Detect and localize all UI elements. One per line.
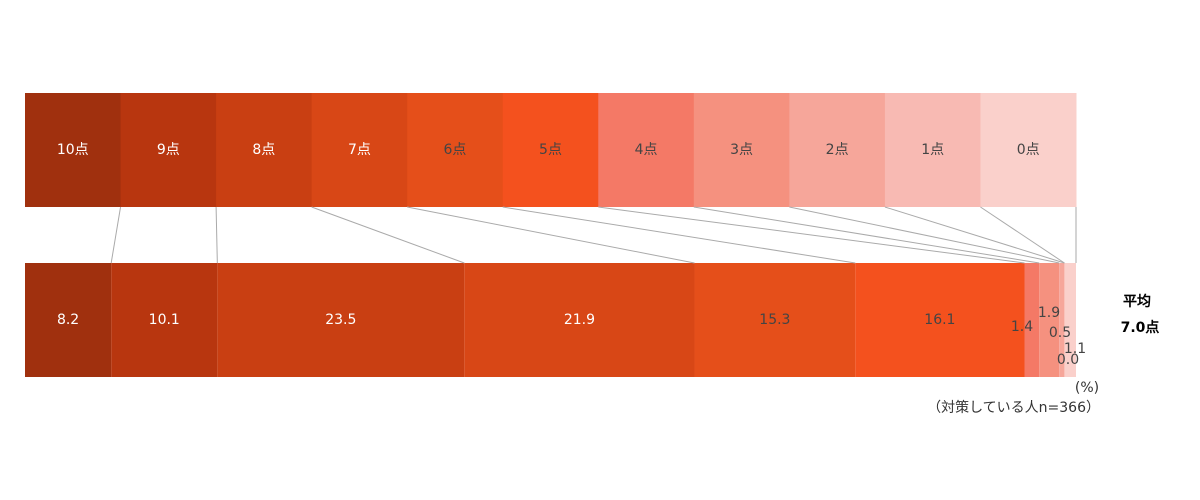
bar-segment — [855, 263, 1025, 377]
legend-swatch — [120, 93, 217, 207]
value-label: 10.1 — [149, 312, 180, 328]
legend-label: 6点 — [443, 142, 466, 158]
legend-label: 0点 — [1017, 142, 1040, 158]
bar-segment — [1039, 263, 1060, 377]
value-label: 1.4 — [1011, 319, 1033, 335]
connector — [502, 206, 856, 264]
value-label: 0.0 — [1057, 352, 1079, 368]
bar-segment — [25, 263, 112, 377]
value-label: 0.5 — [1049, 325, 1071, 341]
bar-segment — [464, 263, 695, 377]
connector — [215, 206, 218, 264]
average-label: 平均 — [1123, 293, 1151, 310]
legend-label: 3点 — [730, 142, 753, 158]
legend-label: 7点 — [348, 142, 371, 158]
legend-swatch — [598, 93, 695, 207]
value-label: 23.5 — [325, 312, 356, 328]
bar-segment — [1059, 263, 1065, 377]
connector — [598, 206, 1025, 264]
bar-segment — [217, 263, 465, 377]
connector — [110, 206, 122, 264]
average-value: 7.0点 — [1121, 319, 1160, 336]
legend-swatch — [216, 93, 313, 207]
value-label: 21.9 — [564, 312, 595, 328]
value-label: 1.1 — [1064, 341, 1086, 357]
legend-label: 5点 — [539, 142, 562, 158]
connector — [407, 206, 695, 264]
legend-label: 4点 — [635, 142, 658, 158]
legend-swatch — [693, 93, 790, 207]
connector — [789, 206, 1060, 264]
legend-swatch — [407, 93, 504, 207]
connector — [311, 206, 465, 264]
bar-segment — [1064, 263, 1076, 377]
legend-label: 2点 — [826, 142, 849, 158]
value-label: 8.2 — [57, 312, 79, 328]
connector — [884, 206, 1065, 264]
legend-swatch — [25, 93, 122, 207]
bar-segment — [1024, 263, 1040, 377]
legend-label: 8点 — [252, 142, 275, 158]
legend-swatch — [502, 93, 599, 207]
note: （対策している人n=366） — [927, 399, 1100, 416]
legend-swatch — [789, 93, 886, 207]
legend-swatch — [311, 93, 408, 207]
bar-segment — [111, 263, 218, 377]
connector — [980, 206, 1065, 264]
legend-label: 10点 — [57, 142, 89, 158]
value-label: 16.1 — [924, 312, 955, 328]
bar-segment — [694, 263, 856, 377]
value-label: 1.9 — [1038, 305, 1060, 321]
legend-swatch — [884, 93, 981, 207]
unit-label: (%) — [1075, 380, 1099, 396]
legend-label: 1点 — [921, 142, 944, 158]
value-label: 15.3 — [759, 312, 790, 328]
connector — [693, 206, 1040, 264]
legend-swatch — [980, 93, 1077, 207]
legend-label: 9点 — [157, 142, 180, 158]
